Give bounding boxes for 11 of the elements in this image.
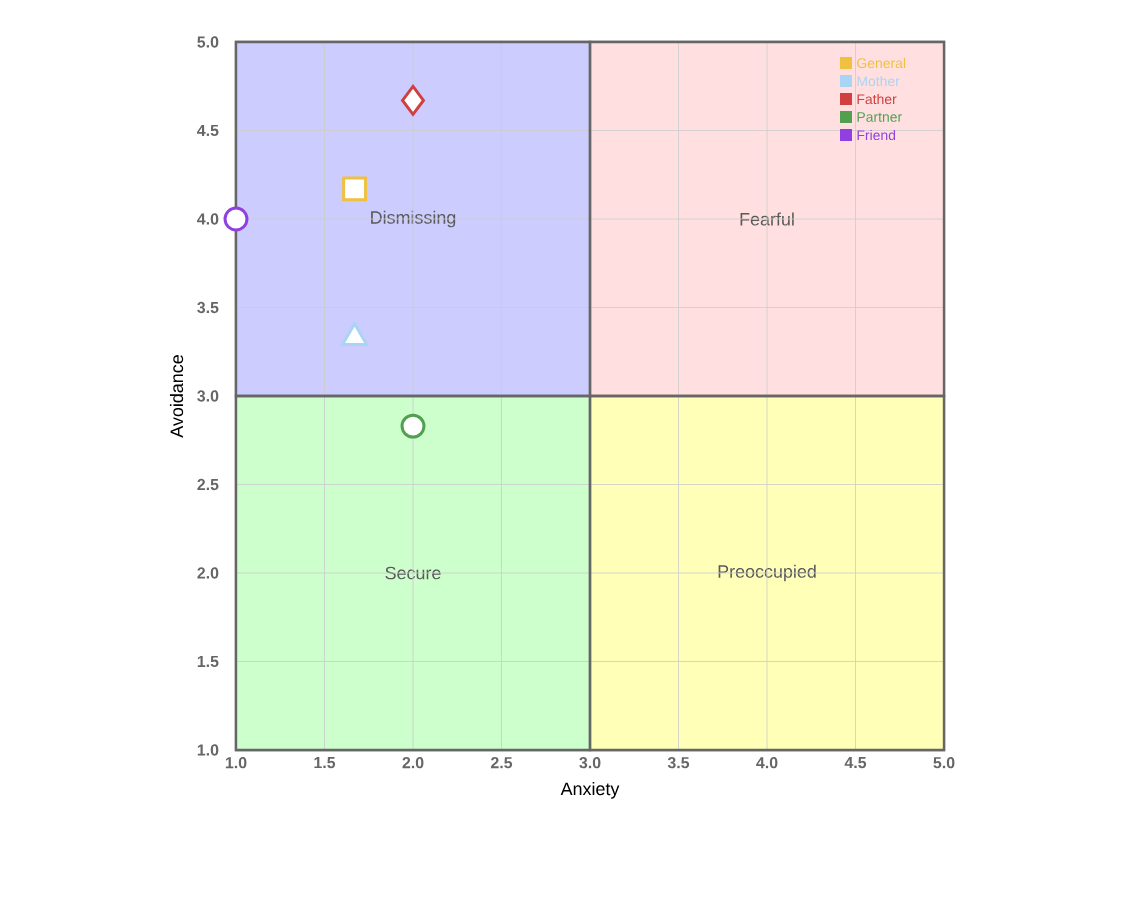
point bbox=[223, 206, 249, 232]
band-label: Fearful bbox=[740, 212, 794, 226]
y-axis-title: Avoidance bbox=[169, 355, 184, 438]
band-label: Preoccupied bbox=[718, 564, 816, 582]
band-label: Dismissing bbox=[371, 210, 456, 228]
band-label: Secure bbox=[385, 566, 441, 580]
x-axis-title: Anxiety bbox=[560, 782, 620, 799]
point bbox=[401, 84, 425, 116]
point bbox=[400, 413, 426, 439]
point bbox=[341, 322, 369, 347]
point bbox=[342, 176, 368, 202]
